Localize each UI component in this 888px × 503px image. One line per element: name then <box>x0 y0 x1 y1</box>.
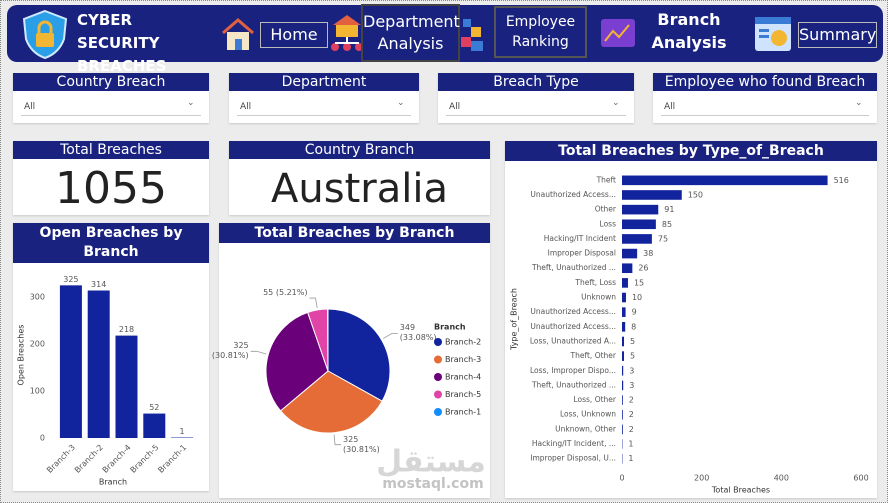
branch-icon <box>601 19 635 47</box>
card-title: Total Breaches <box>13 141 209 159</box>
shield-icon <box>22 9 68 59</box>
chart-panel <box>13 223 209 491</box>
pie-label: 325 (30.81%) <box>211 341 249 361</box>
app-title: CYBER SECURITY BREACHES <box>77 11 167 75</box>
slicer-dropdown[interactable]: All <box>21 98 201 116</box>
chart-title: Total Breaches by Branch <box>219 223 490 243</box>
card-title: Country Branch <box>229 141 490 159</box>
chevron: ⌄ <box>187 98 195 108</box>
slicer-dropdown[interactable]: All <box>237 98 411 116</box>
card-value: Australia <box>271 166 448 212</box>
nav-button[interactable]: Summary <box>798 22 877 48</box>
chart-title: Open Breaches by Branch <box>13 223 209 263</box>
slicer-dropdown[interactable]: All <box>446 98 626 116</box>
card-value: 1055 <box>55 163 167 214</box>
summary-icon <box>755 17 791 51</box>
pie-label: 349 (33.08%) <box>399 323 437 343</box>
department-icon <box>331 15 363 51</box>
chart-title: Total Breaches by Type_of_Breach <box>505 141 877 161</box>
slicer-title: Employee who found Breach <box>653 73 877 91</box>
nav-button[interactable]: Branch Analysis <box>651 10 727 52</box>
chevron: ⌄ <box>397 98 405 108</box>
ranking-icon <box>461 19 483 51</box>
nav-button[interactable]: Home <box>260 22 328 48</box>
pie-label: 325 (30.81%) <box>343 434 380 454</box>
slicer-title: Department <box>229 73 419 91</box>
chart-panel <box>505 141 877 498</box>
slicer-title: Country Breach <box>13 73 209 91</box>
pie-label: 55 (5.21%) <box>263 288 308 298</box>
nav-button[interactable]: Employee Ranking <box>494 6 587 58</box>
nav-button[interactable]: Department Analysis <box>361 4 460 62</box>
chevron: ⌄ <box>612 98 620 108</box>
home-icon <box>222 18 254 50</box>
chart-panel <box>219 223 490 498</box>
slicer-dropdown[interactable]: All <box>661 98 869 116</box>
slicer-title: Breach Type <box>438 73 634 91</box>
chevron: ⌄ <box>855 98 863 108</box>
